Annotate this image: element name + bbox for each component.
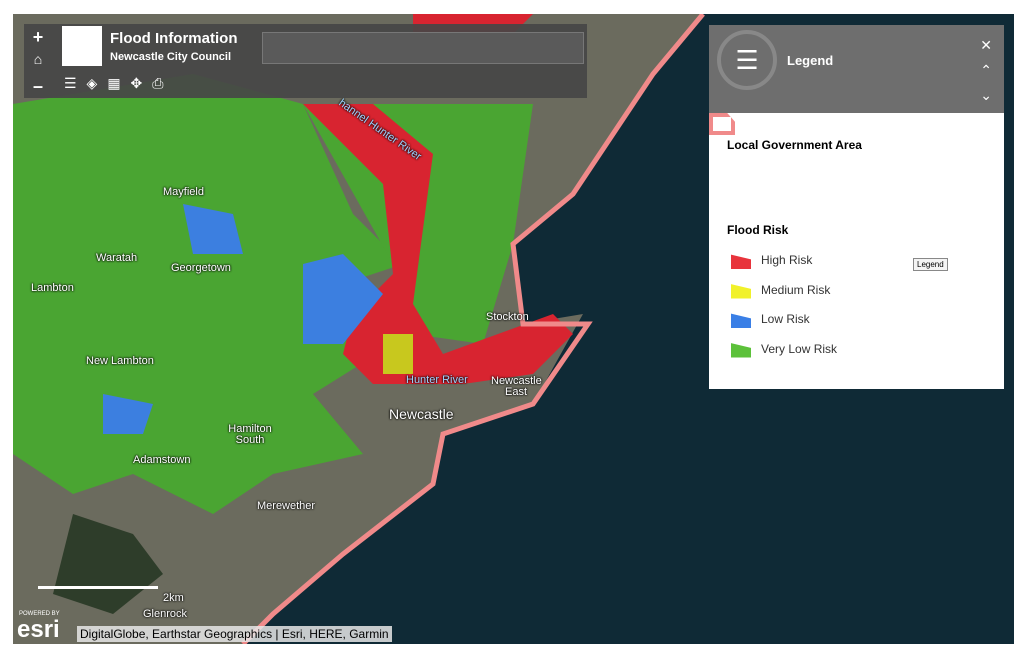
map-label: Hamilton South (228, 423, 272, 446)
tool-icons[interactable]: ☰◈▦✥⎙ (64, 75, 174, 91)
panel-controls[interactable]: ✕ ⌃ ⌄ (980, 37, 992, 103)
zoom-out[interactable]: – (32, 76, 43, 96)
legend-label: Low Risk (761, 312, 810, 327)
legend-item: Low Risk (731, 312, 810, 328)
legend-section-title: Local Government Area (727, 138, 862, 152)
map-label: Stockton (486, 311, 529, 323)
scale-bar (38, 586, 158, 589)
toolbar: + ⌂ – Flood Information Newcastle City C… (24, 24, 587, 98)
search-box[interactable] (262, 32, 584, 64)
legend-section-title: Flood Risk (727, 223, 789, 237)
map-label: New Lambton (86, 355, 154, 367)
home[interactable]: ⌂ (33, 51, 43, 67)
legend-swatch (731, 343, 751, 358)
legend-label: Medium Risk (761, 282, 831, 297)
lga-symbol (709, 113, 735, 135)
map-label: Lambton (31, 282, 74, 294)
legend-header: ☰ Legend ✕ ⌃ ⌄ (709, 25, 1004, 113)
map-label: Adamstown (133, 454, 191, 466)
map-label: Newcastle (389, 406, 454, 422)
legend-icon: ☰ (717, 30, 777, 90)
legend-item: High Risk (731, 253, 812, 269)
logo (62, 26, 102, 66)
legend-label: Very Low Risk (761, 341, 838, 356)
scale-label: 2km (163, 592, 184, 604)
map-label: Merewether (257, 500, 316, 512)
legend-swatch (731, 313, 751, 328)
legend-panel: ☰ Legend ✕ ⌃ ⌄ Legend Local Government Are… (709, 25, 1004, 389)
legend-label: High Risk (761, 253, 813, 268)
app-title: Flood Information (110, 30, 238, 47)
legend-title: Legend (787, 53, 834, 68)
attribution: DigitalGlobe, Earthstar Geographics | Es… (77, 626, 392, 642)
map-label: Newcastle East (491, 375, 542, 398)
legend-swatch (731, 254, 751, 269)
map-label: Glenrock (143, 608, 188, 620)
tooltip: Legend (913, 258, 948, 271)
powered-by: POWERED BY (19, 611, 60, 617)
map-label: Hunter River (406, 374, 468, 386)
legend-item: Medium Risk (731, 283, 830, 299)
app-subtitle: Newcastle City Council (110, 51, 232, 63)
map-label: Mayfield (163, 186, 204, 198)
legend-swatch (731, 284, 751, 299)
map-label: Waratah (96, 252, 138, 264)
map-imagery (13, 14, 705, 644)
esri-logo: esri (17, 616, 60, 643)
legend-item: Very Low Risk (731, 342, 837, 358)
map-label: Georgetown (171, 262, 231, 274)
zoom-in[interactable]: + (32, 27, 44, 47)
